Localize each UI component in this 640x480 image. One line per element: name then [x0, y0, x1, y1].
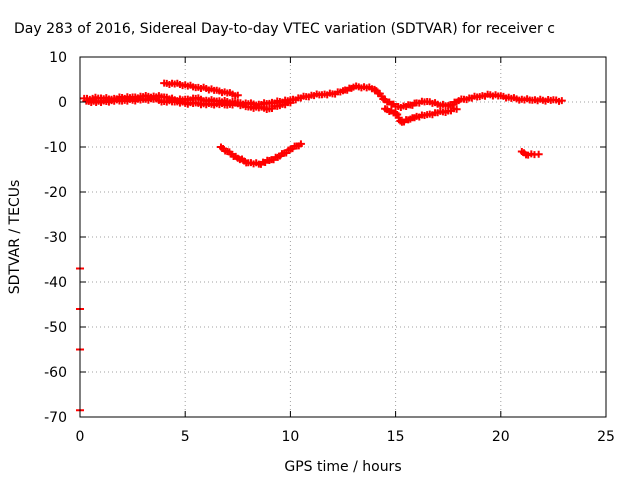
- data-point: [233, 91, 242, 99]
- data-point: [391, 109, 400, 117]
- y-tick-label: 0: [58, 95, 67, 111]
- chart-title: Day 283 of 2016, Sidereal Day-to-day VTE…: [14, 21, 555, 37]
- data-point: [452, 105, 461, 113]
- y-tick-label: -10: [44, 140, 67, 156]
- y-tick-label: -50: [44, 320, 67, 336]
- x-tick-label: 15: [387, 429, 405, 445]
- data-point: [286, 99, 295, 107]
- x-tick-label: 20: [492, 429, 510, 445]
- data-point: [296, 140, 305, 148]
- y-tick-label: -70: [44, 410, 67, 426]
- grid-lines: [80, 57, 606, 417]
- x-tick-label: 25: [597, 429, 615, 445]
- x-axis-title: GPS time / hours: [284, 459, 401, 475]
- y-tick-label: -20: [44, 185, 67, 201]
- data-points: [76, 79, 566, 412]
- y-tick-label: -40: [44, 275, 67, 291]
- x-tick-label: 10: [281, 429, 299, 445]
- y-axis-title: SDTVAR / TECUs: [7, 180, 23, 295]
- y-tick-label: 10: [49, 50, 67, 66]
- y-tick-label: -30: [44, 230, 67, 246]
- y-tick-label: -60: [44, 365, 67, 381]
- plot-frame: [79, 56, 607, 418]
- x-tick-label: 0: [76, 429, 85, 445]
- axis-ticks: 0 5 10 15 20 25 10 0 -10 -20 -30 -40 -50 -60 -70: [44, 50, 615, 445]
- data-point: [557, 97, 566, 105]
- x-tick-label: 5: [181, 429, 190, 445]
- data-point: [534, 150, 543, 158]
